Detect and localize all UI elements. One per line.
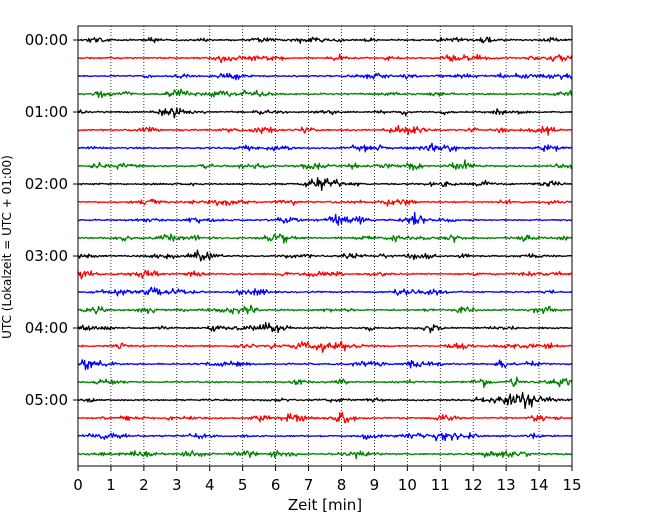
trace-line xyxy=(77,376,573,389)
trace-line xyxy=(77,36,573,44)
trace-line xyxy=(78,198,573,207)
trace-line xyxy=(77,450,573,460)
x-axis: 0 1 2 3 4 5 6 7 8 9 10 11 12 13 14 15 xyxy=(73,466,582,494)
plot-background xyxy=(78,26,572,466)
x-tick-label: 14 xyxy=(530,476,549,494)
trace-line xyxy=(77,107,572,119)
y-axis-label: UTC (Lokalzeit = UTC + 01:00) xyxy=(0,155,14,339)
trace-line xyxy=(78,159,573,171)
trace-line xyxy=(77,269,573,280)
trace-line xyxy=(77,286,573,297)
seismic-traces xyxy=(77,36,573,460)
x-tick-label: 9 xyxy=(370,476,380,494)
trace-line xyxy=(77,72,573,81)
x-tick-label: 15 xyxy=(562,476,581,494)
trace-line xyxy=(78,124,573,136)
x-tick-label: 7 xyxy=(304,476,314,494)
trace-line xyxy=(77,411,573,424)
trace-line xyxy=(77,249,573,262)
trace-line xyxy=(77,391,573,409)
y-axis: 00:00 01:00 02:00 03:00 04:00 05:00 xyxy=(25,31,78,409)
trace-line xyxy=(78,53,573,64)
trace-line xyxy=(77,88,573,99)
y-tick-label: 04:00 xyxy=(25,319,68,337)
x-tick-label: 10 xyxy=(398,476,417,494)
grid-lines xyxy=(110,26,540,466)
y-tick-label: 00:00 xyxy=(25,31,68,49)
y-tick-label: 01:00 xyxy=(25,103,68,121)
trace-line xyxy=(78,359,573,371)
trace-line xyxy=(77,211,573,226)
x-tick-label: 13 xyxy=(497,476,516,494)
x-tick-label: 2 xyxy=(139,476,149,494)
trace-line xyxy=(77,304,573,315)
x-tick-label: 6 xyxy=(271,476,281,494)
x-tick-label: 12 xyxy=(464,476,483,494)
trace-line xyxy=(77,177,572,192)
x-tick-label: 0 xyxy=(73,476,83,494)
trace-line xyxy=(77,142,573,153)
x-tick-label: 4 xyxy=(205,476,215,494)
y-tick-label: 03:00 xyxy=(25,247,68,265)
x-tick-label: 11 xyxy=(431,476,450,494)
y-tick-label: 05:00 xyxy=(25,391,68,409)
plot-frame xyxy=(77,25,573,467)
x-tick-label: 5 xyxy=(238,476,248,494)
trace-line xyxy=(77,432,573,442)
trace-line xyxy=(77,322,573,334)
x-tick-label: 8 xyxy=(337,476,347,494)
trace-line xyxy=(77,340,573,353)
y-tick-label: 02:00 xyxy=(25,175,68,193)
trace-line xyxy=(77,233,573,244)
x-axis-label: Zeit [min] xyxy=(288,496,362,514)
x-tick-label: 1 xyxy=(106,476,116,494)
x-tick-label: 3 xyxy=(172,476,182,494)
